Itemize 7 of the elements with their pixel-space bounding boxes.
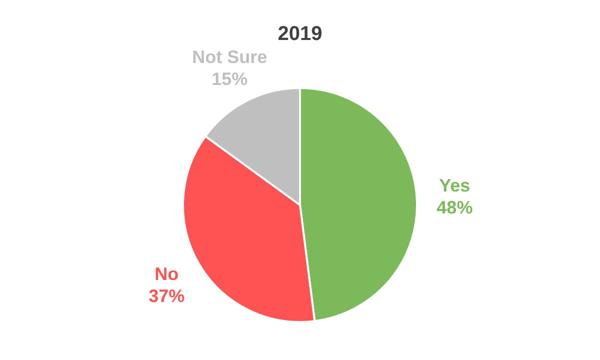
slice-label: No (154, 264, 179, 284)
slice-label: Yes (439, 175, 470, 196)
chart-title: 2019 (278, 23, 322, 45)
data-label: 37% (148, 286, 185, 306)
data-label: 48% (436, 197, 473, 218)
slice-label: Not Sure (192, 46, 268, 67)
data-label: 15% (212, 68, 248, 89)
